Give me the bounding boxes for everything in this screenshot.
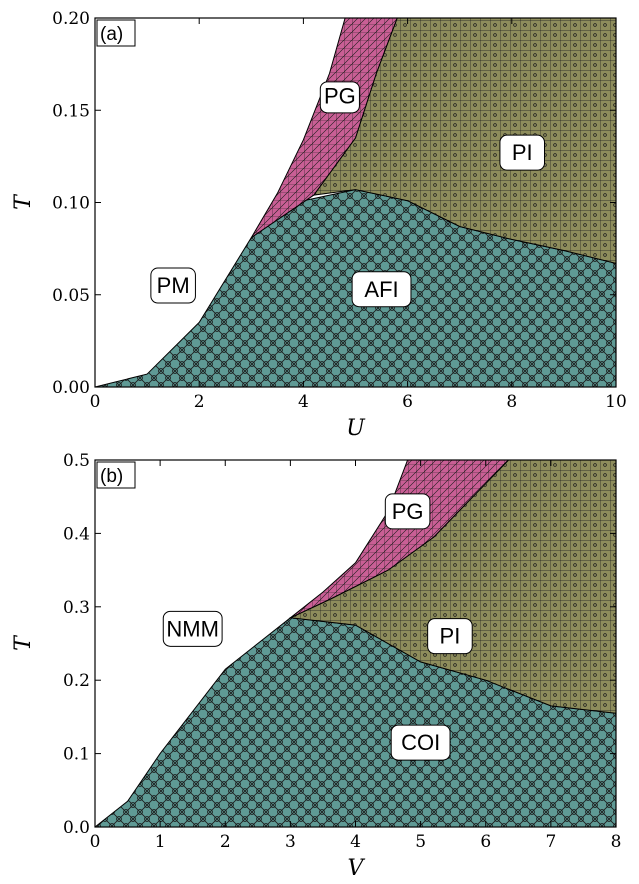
xtick-label: 6 [402,392,413,412]
ytick-label: 0.0 [63,818,90,838]
xtick-label: 2 [194,392,205,412]
panel-a-xlabel: U [346,416,366,441]
region-label-box [499,134,546,171]
xtick-label: 5 [415,832,426,852]
panel-a: 0 2 4 6 8 10 0.00 0.05 0.10 0.15 0.20 AFI PI PG PM (a… [11,9,627,441]
region-label-text: PI [440,624,461,649]
ytick-label: 0.4 [63,524,90,544]
xtick-label: 10 [605,392,627,412]
panel-b-ylabel: T [11,634,36,651]
region-label-pm-a: PM [150,267,196,304]
panel-b-xlabel: V [348,856,366,881]
region-label-box [150,267,196,304]
ytick-label: 0.20 [52,9,90,29]
xtick-label: 4 [350,832,361,852]
region-label-text: COI [401,730,440,755]
region-label-text: PM [157,273,190,298]
panel-a-tag: (a) [96,19,136,47]
ytick-label: 0.00 [52,378,90,398]
region-label-box [427,618,473,655]
panel-b-tag: (b) [96,461,136,489]
xtick-label: 1 [155,832,166,852]
region-label-pi-b: PI [427,618,473,655]
ytick-label: 0.15 [52,101,90,121]
xtick-label: 7 [545,832,556,852]
region-label-nmm-b: NMM [162,610,223,647]
region-label-pg-b: PG [384,493,431,530]
panel-a-ylabel: T [11,193,36,210]
xtick-label: 6 [480,832,491,852]
xtick-label: 4 [298,392,309,412]
xtick-label: 8 [611,832,622,852]
ytick-label: 0.1 [63,745,90,765]
xtick-label: 0 [90,832,101,852]
region-pg-b [290,460,510,619]
region-label-text: PI [512,140,533,165]
panel-b: 0 1 2 3 4 5 6 7 8 0.0 0.1 0.2 0.3 0.4 0.5 COI PI PG NMM (… [11,451,621,881]
panel-b-label: (b) [100,466,123,487]
ytick-label: 0.10 [52,194,90,214]
ytick-label: 0.5 [63,451,90,471]
region-label-afi-a: AFI [351,271,412,308]
region-label-box [384,493,431,530]
region-label-pg-a: PG [319,81,360,114]
region-label-box [162,610,223,647]
region-label-box [351,271,412,308]
region-label-box [319,81,360,114]
region-label-text: AFI [364,277,398,302]
ytick-label: 0.05 [52,286,90,306]
region-pg-a [250,18,398,239]
xtick-label: 8 [506,392,517,412]
ytick-label: 0.2 [63,671,90,691]
region-label-text: PG [392,499,424,524]
region-label-text: PG [324,83,356,108]
xtick-label: 2 [220,832,231,852]
ytick-label: 0.3 [63,598,90,618]
region-label-box [390,724,451,761]
panel-a-label: (a) [100,24,123,45]
region-label-coi-b: COI [390,724,451,761]
xtick-label: 0 [90,392,101,412]
region-label-pi-a: PI [499,134,546,171]
xtick-label: 3 [285,832,296,852]
region-label-text: NMM [166,616,219,641]
